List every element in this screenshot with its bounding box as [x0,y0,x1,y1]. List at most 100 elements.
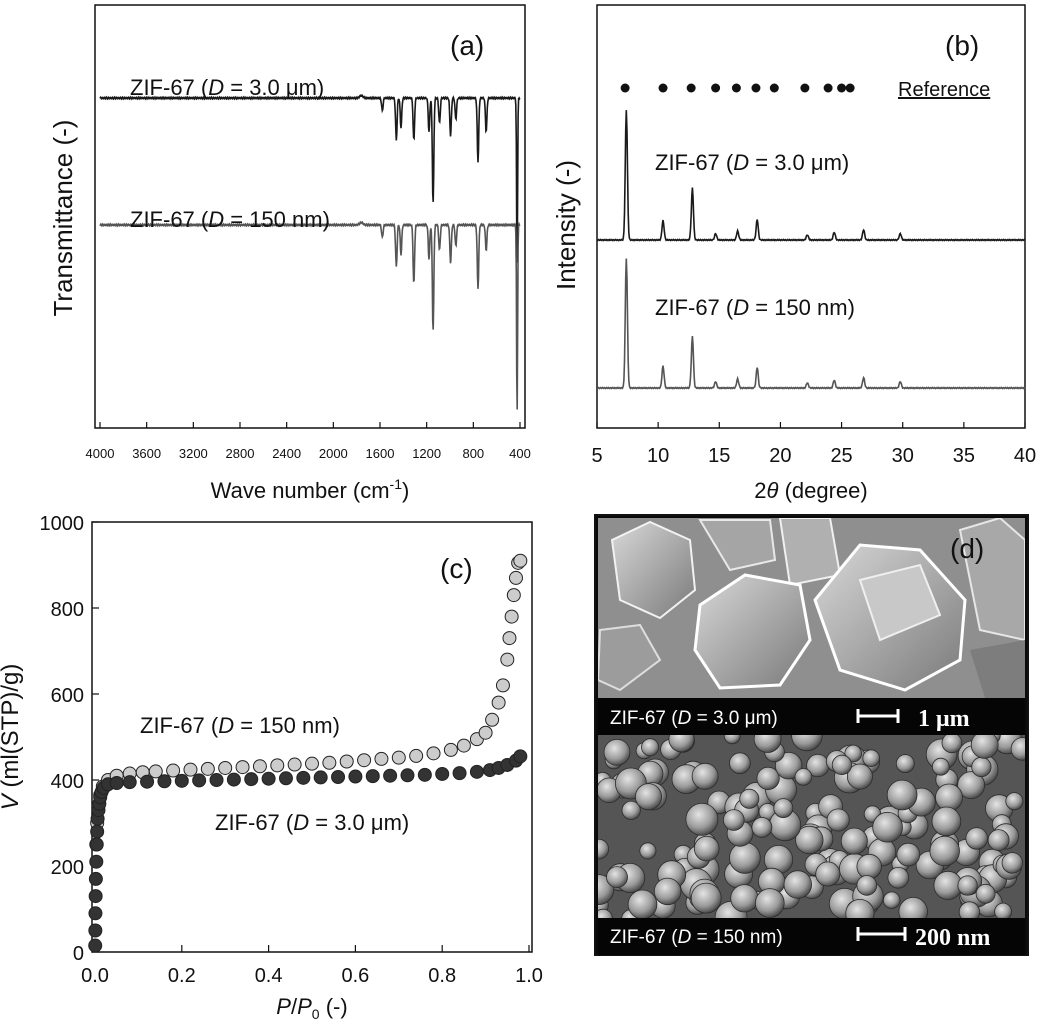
panel-a-x-tick-label: 4000 [86,446,115,461]
panel-c-point [89,837,104,852]
nanoparticle [965,827,988,850]
nanoparticle [598,838,609,860]
nanoparticle [603,738,631,766]
nanoparticle [831,754,853,776]
panel-b-x-tick-label: 25 [830,445,852,467]
nanoparticle [815,861,841,887]
nanoparticle [773,798,794,818]
panel-a-x-tick-label: 3600 [132,446,161,461]
panel-c-x-tick-label: 0.8 [428,965,456,987]
panel-c-y-tick-label: 200 [51,857,84,879]
nanoparticle [987,829,1010,851]
panel-c-point [226,772,241,787]
panel-b-label-top: ZIF-67 (D = 3.0 μm) [655,150,849,175]
panel-b-series-line [596,110,1026,242]
panel-c-point [88,938,103,953]
panel-a-frame [94,4,526,429]
nanoparticle [685,803,719,836]
panel-c-point [478,725,493,740]
panel-c-point [252,759,267,774]
nanoparticle [845,899,875,920]
panel-b-reference-dot [731,83,741,93]
panel-c-point [90,824,105,839]
panel-c-point [183,762,198,777]
panel-a: (a) Transmittance (-) 4000 3600 3200 2800 24… [48,4,531,503]
panel-b-reference-dot [845,83,855,93]
nanoparticle [722,809,745,831]
panel-c-point [435,766,450,781]
panel-b-reference-dot [823,83,833,93]
panel-a-x-tick-label: 3200 [179,446,208,461]
nanoparticle [641,738,660,757]
scale-bar-200nm [856,927,907,941]
sem-image-3um [598,518,1025,698]
nanoparticle [971,756,992,778]
panel-c-x-tick-label: 0.6 [341,965,369,987]
nanoparticle [753,735,782,753]
panel-d-letter: (d) [950,533,984,564]
panel-c-point [374,751,389,766]
panel-c-point [140,774,155,789]
panel-c-point [506,588,521,603]
panel-a-label-top: ZIF-67 (D = 3.0 μm) [130,75,324,100]
panel-c-point [409,748,424,763]
panel-b-ylabel: Intensity (-) [551,160,581,290]
nanoparticle [1005,792,1024,811]
panel-c-point [495,678,510,693]
nanoparticle [783,870,813,899]
panel-c-letter: (c) [440,553,473,584]
nanoparticle [729,842,761,874]
panel-c-point [166,763,181,778]
nanoparticle [639,842,657,860]
panel-c-point [417,767,432,782]
nanoparticle [970,735,999,759]
nanoparticle [886,779,918,811]
panel-c-point [500,652,515,667]
nanoparticle [723,735,741,745]
panel-b-reference-dot [711,83,721,93]
panel-b-frame [596,4,1026,429]
nanoparticle [895,754,915,773]
panel-a-letter: (a) [450,30,484,61]
panel-c-point [88,906,103,921]
panel-c-y-tick-label: 0 [73,943,84,965]
panel-a-series [99,94,521,410]
panel-c-point [491,695,506,710]
panel-a-x-tick-label: 400 [509,446,531,461]
panel-b-series-line [596,258,1026,390]
scale-bar-1um [856,709,900,723]
scale-label-1um: 1 μm [918,706,970,732]
panel-c-point [513,749,528,764]
panel-a-series-line [99,94,521,263]
panel-c-x-tick-label: 0.0 [81,965,109,987]
panel-b-reference-dots [620,83,855,93]
panel-c-point [339,754,354,769]
panel-b: (b) Intensity (-) 5 10 15 20 25 30 35 40 2θ (de… [551,4,1036,503]
panel-c-point [313,770,328,785]
caption-bar-150nm [598,918,1025,955]
nanoparticle [862,749,880,767]
panel-c-point [383,768,398,783]
scale-label-200nm: 200 nm [915,925,990,951]
panel-b-xlabel: 2θ (degree) [754,478,867,503]
panel-c-point [508,570,523,585]
panel-c-point [287,757,302,772]
panel-b-reference-dot [620,83,630,93]
panel-b-reference-dot [769,83,779,93]
panel-b-x-tick-label: 20 [769,445,791,467]
panel-b-reference-dot [751,83,761,93]
panel-c-frame [91,521,533,953]
panel-a-x-tick-label: 800 [462,446,484,461]
panel-c-point [174,773,189,788]
panel-a-xlabel: Wave number (cm-1) [211,476,410,503]
nanoparticle [606,866,628,888]
panel-c-point [365,769,380,784]
panel-c-point [426,746,441,761]
panel-c-point [209,773,224,787]
panel-c-point [456,738,471,753]
panel-c-point [88,923,103,938]
nanoparticle [795,825,824,855]
nanoparticle [756,766,780,791]
panel-b-reference-dot [686,83,696,93]
panel-b-x-tick-label: 40 [1014,445,1036,467]
